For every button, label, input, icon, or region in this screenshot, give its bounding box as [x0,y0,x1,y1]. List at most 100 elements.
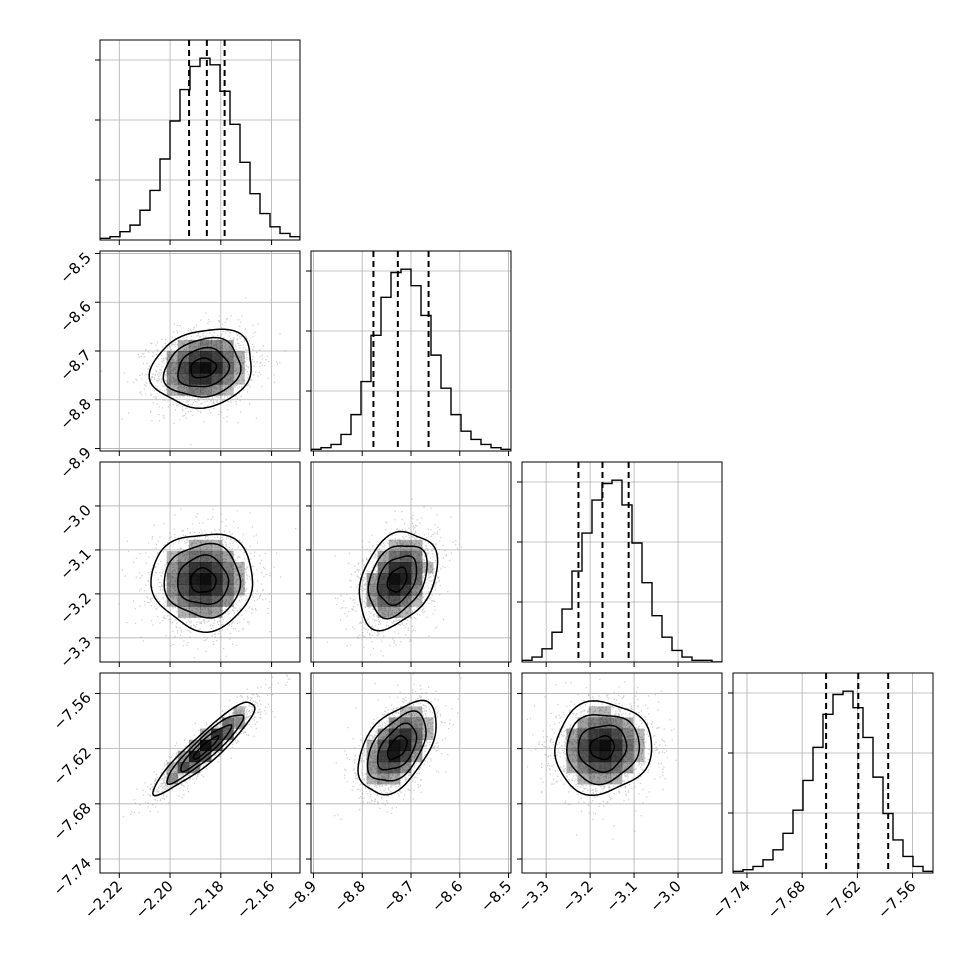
axes-frame [732,672,934,874]
density-cell [566,761,578,774]
density-cell [622,739,634,752]
density-cell [399,573,412,585]
density-cell [177,362,190,374]
density-cell [222,339,234,352]
density-cell [399,761,412,774]
x-tick-label: −8.8 [331,877,369,915]
contour-0 [190,357,218,379]
density-cell [211,595,223,607]
density-cell [188,606,201,618]
density-cell [211,573,223,585]
density-cell [411,717,423,729]
density-cell [599,761,612,774]
density-cell [610,717,623,729]
density-cell [188,550,201,563]
histogram-1 [311,268,511,451]
density-cell [388,595,401,607]
density-cell [610,739,623,752]
density-cell [577,750,589,763]
contour-2 [166,714,245,786]
contour-3 [357,699,437,796]
density-cell [388,750,401,763]
scatter-points [526,679,677,840]
contour-1 [376,555,418,607]
scatter-panel-1-3 [310,672,512,874]
density-cell [166,773,179,785]
density-cell [610,728,623,740]
density-cell [388,739,401,752]
density-cell [222,717,234,729]
x-tick-label: −3.2 [558,877,596,915]
contour-1 [376,722,418,771]
density-cell [166,562,179,574]
density-cell [566,750,578,763]
density-cell [588,706,601,718]
density-cell [377,550,390,563]
density-cell [211,606,223,618]
density-cell [422,717,434,729]
density-cell [222,584,234,596]
density-cell [200,584,212,596]
x-tick-label: −2.22 [81,877,126,922]
contour-3 [358,530,439,632]
hist-panel-1 [306,250,512,452]
density-cell [166,550,179,563]
density-cell [388,584,401,596]
density-cell [177,373,190,385]
density-cell [366,573,378,585]
density-cell [166,373,179,385]
density-cell [588,728,601,740]
density-cell [222,384,234,396]
density-cell [388,773,401,785]
density-cell [200,384,212,396]
density-cell [388,717,401,729]
density-cell [233,717,245,729]
histogram-0 [100,57,300,240]
density-cell [577,739,589,752]
density-cell [211,584,223,596]
histogram-2 [522,479,722,662]
hist-panel-3 [728,672,934,874]
density-cell [166,362,179,374]
density-cell [399,562,412,574]
density-cell [222,351,234,363]
density-cell [211,739,223,752]
density-cell [610,761,623,774]
density-cell [399,595,412,607]
y-tick-label: −7.74 [50,854,95,899]
density-cell [177,351,190,363]
density-cell [188,373,201,385]
contour-2 [367,545,428,620]
density-cell [200,595,212,607]
x-tick-label: −8.5 [477,877,515,915]
x-tick-label: −7.56 [874,877,919,922]
density-cell [211,351,223,363]
density-cell [211,550,223,563]
density-cell [166,584,179,596]
density-cell [177,384,190,396]
axes-frame [99,39,301,241]
x-tick-label: −2.16 [233,877,278,922]
contour-2 [163,542,242,619]
x-tick-label: −7.62 [819,877,864,922]
density-cell [610,750,623,763]
density-cell [366,773,378,785]
density-cell [599,706,612,718]
y-tick-label: −7.56 [50,689,95,734]
y-tick-label: −8.7 [56,346,94,384]
contour-3 [148,328,252,410]
x-tick-label: −7.74 [709,877,754,922]
density-cell [166,573,179,585]
scatter-panel-2-3 [521,672,723,874]
contour-0 [192,735,220,760]
density-cell [200,351,212,363]
density-cell [411,539,423,552]
density-cell [377,573,390,585]
density-cell [200,539,212,552]
scatter-panel-1-2 [310,461,512,663]
density-cell [622,717,634,729]
x-tick-label: −8.9 [282,877,320,915]
x-tick-label: −2.20 [132,877,177,922]
density-cell [622,761,634,774]
density-cell [599,728,612,740]
